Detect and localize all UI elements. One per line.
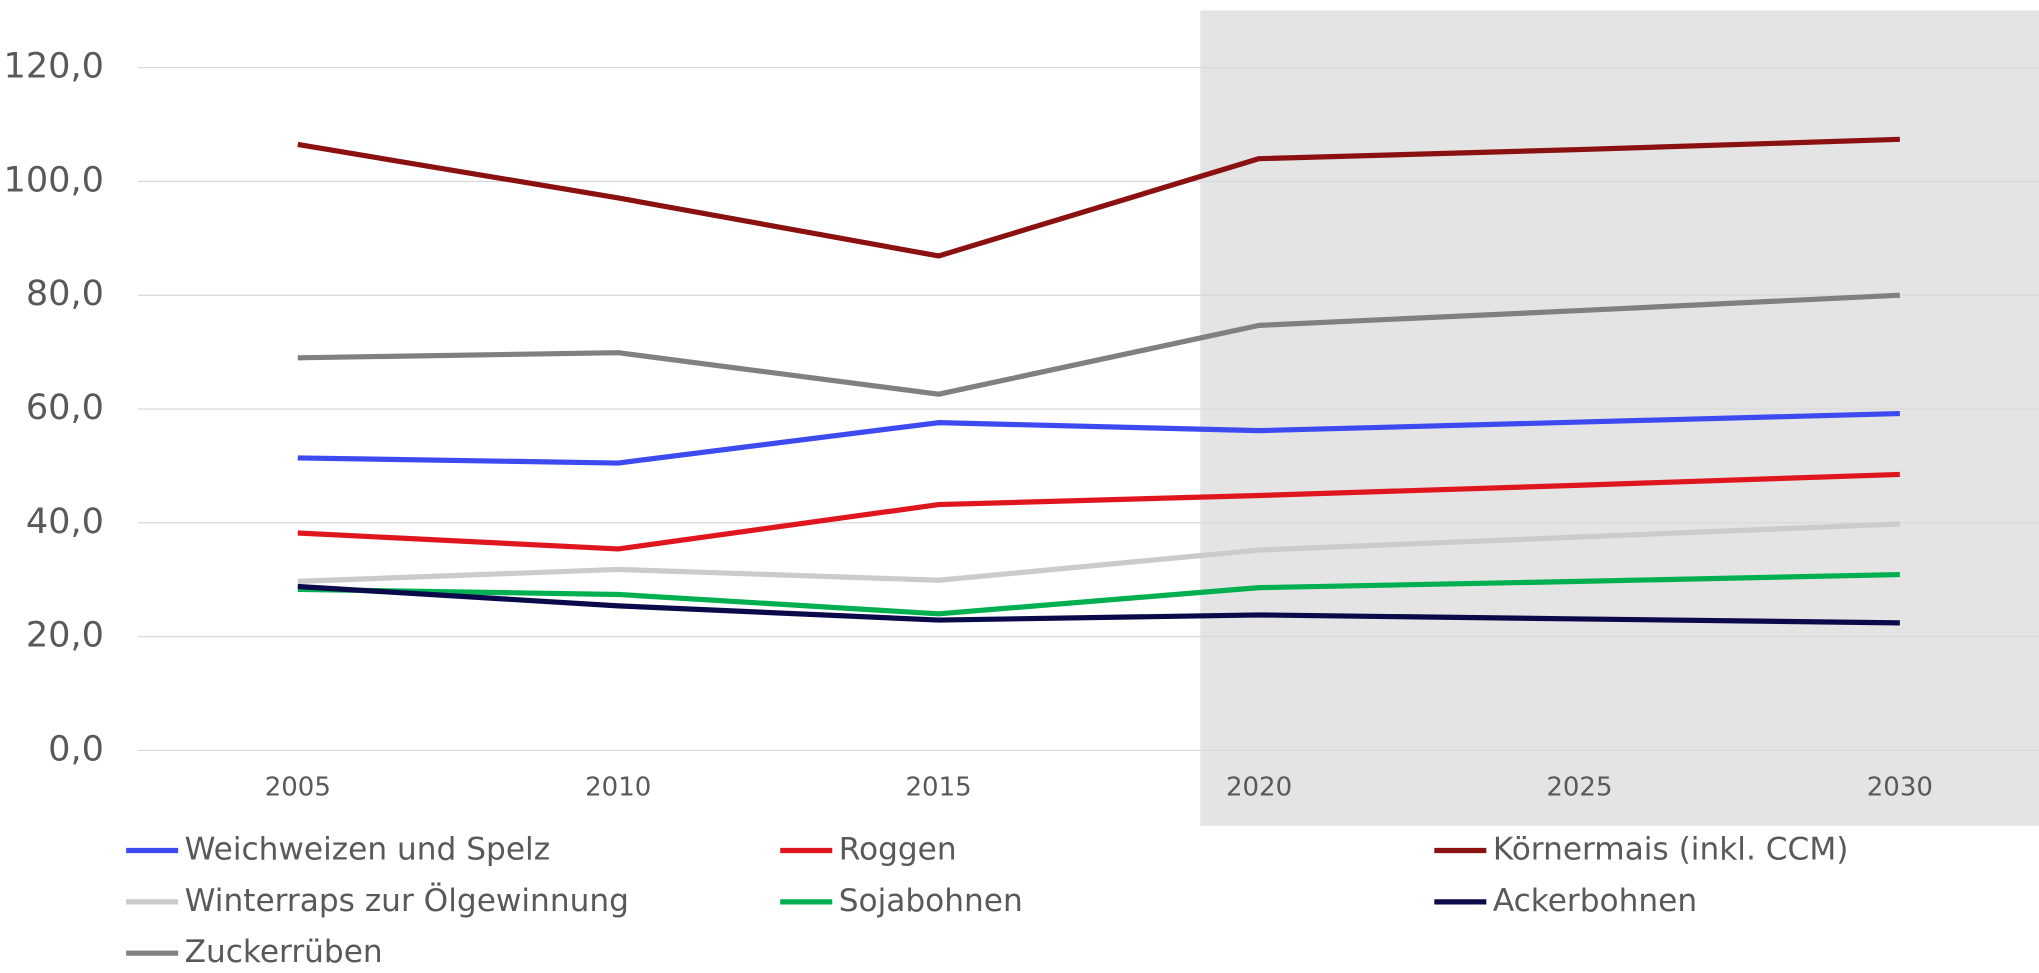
series-line [297, 471, 1900, 552]
series-line [297, 410, 1900, 466]
series-line [297, 571, 1900, 617]
x-tick-label: 2010 [585, 773, 651, 803]
x-tick-label: 2030 [1867, 773, 1933, 803]
y-tick-label: 0,0 [48, 728, 104, 769]
series-line [297, 292, 1900, 397]
y-tick-label: 40,0 [26, 501, 104, 542]
legend-label: Roggen [839, 831, 957, 867]
legend-label: Zuckerrüben [185, 934, 383, 970]
x-tick-label: 2025 [1546, 773, 1612, 803]
legend-label: Sojabohnen [839, 883, 1023, 919]
series-line [297, 521, 1900, 584]
legend-label: Weichweizen und Spelz [185, 831, 550, 867]
series-line [297, 136, 1900, 259]
forecast-shading [1200, 10, 2039, 826]
y-tick-label: 80,0 [26, 273, 104, 314]
x-tick-label: 2005 [265, 773, 331, 803]
legend-label: Körnermais (inkl. CCM) [1493, 831, 1849, 867]
y-tick-label: 20,0 [26, 615, 104, 656]
legend-label: Ackerbohnen [1493, 883, 1697, 919]
y-tick-label: 60,0 [26, 387, 104, 428]
y-tick-label: 100,0 [4, 159, 105, 200]
series-line [297, 583, 1900, 626]
x-tick-label: 2020 [1226, 773, 1292, 803]
y-tick-label: 120,0 [4, 46, 105, 87]
x-tick-label: 2015 [906, 773, 972, 803]
legend-label: Winterraps zur Ölgewinnung [185, 881, 629, 919]
